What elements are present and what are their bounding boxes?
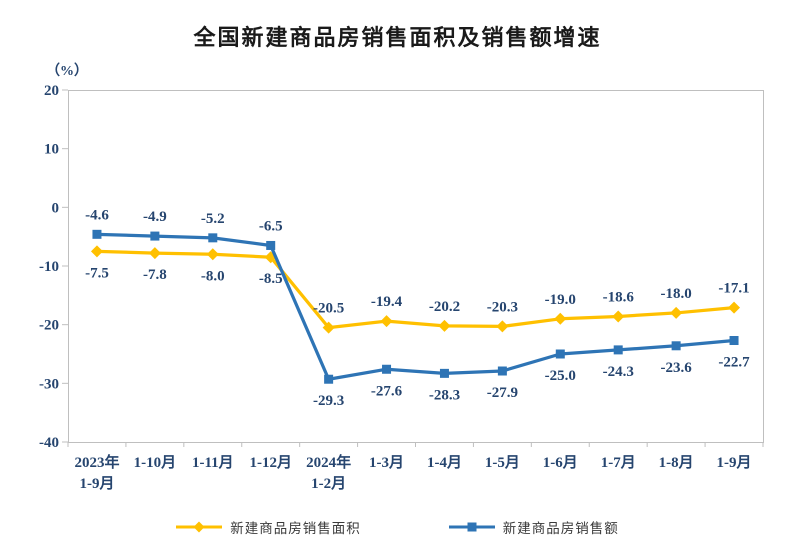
data-point-label: -8.0 <box>201 268 225 284</box>
data-point-label: -18.0 <box>661 286 692 302</box>
series-line-0 <box>95 249 736 330</box>
diamond-marker <box>148 247 161 260</box>
data-point-label: -20.3 <box>487 299 518 315</box>
square-marker <box>150 231 160 241</box>
blue-line-square-marker-icon <box>448 522 495 532</box>
data-point-label: -19.4 <box>371 294 403 310</box>
data-point-label: -7.8 <box>143 267 167 283</box>
diamond-marker <box>496 320 509 333</box>
square-marker <box>266 240 276 250</box>
data-point-label: -4.9 <box>143 209 167 225</box>
square-marker <box>613 345 623 355</box>
plot-border <box>68 90 764 443</box>
x-axis-category-label: 1-5月 <box>485 454 520 471</box>
y-axis-tick-label: 0 <box>52 200 60 216</box>
y-axis-tick-label: 20 <box>44 83 59 99</box>
diamond-marker <box>670 306 683 319</box>
chart-title: 全国新建商品房销售面积及销售额增速 <box>193 25 602 50</box>
data-point-label: -27.9 <box>487 385 518 401</box>
square-marker <box>382 364 392 374</box>
square-marker <box>92 229 102 239</box>
x-axis-category-label: 2023年 1-9月 <box>74 453 119 492</box>
square-marker <box>208 233 218 243</box>
x-axis-category-label: 1-10月 <box>134 454 177 471</box>
data-point-label: -19.0 <box>545 292 576 308</box>
data-point-label: -22.7 <box>718 355 750 371</box>
legend-item-sales-area: 新建商品房销售面积 <box>176 517 361 537</box>
square-marker <box>729 336 739 346</box>
data-point-label: -24.3 <box>603 364 634 380</box>
y-axis-tick-label: -20 <box>39 318 59 334</box>
data-point-label: -4.6 <box>85 207 109 223</box>
data-point-label: -8.5 <box>259 271 283 287</box>
x-axis-category-label: 1-6月 <box>543 454 578 471</box>
y-axis-tick-label: -40 <box>39 435 59 451</box>
y-axis-unit-label: （%） <box>46 64 88 79</box>
y-axis-tick-label: -10 <box>39 259 59 275</box>
diamond-marker <box>728 301 741 314</box>
y-axis-tick-label: -30 <box>39 376 59 392</box>
x-axis-category-label: 2024年 1-2月 <box>306 453 351 492</box>
data-point-label: -17.1 <box>718 281 749 297</box>
data-point-label: -25.0 <box>545 368 576 384</box>
legend-label-sales-amount: 新建商品房销售额 <box>502 521 619 536</box>
line-chart-plot-area: 20 10 0 -10 -20 -30 -40 2023年 1-9月 1-10月 1-11月 1-12… <box>39 83 764 492</box>
diamond-marker <box>438 319 451 332</box>
data-point-label: -23.6 <box>661 360 693 376</box>
data-point-label: -18.6 <box>603 289 635 305</box>
data-point-label: -7.5 <box>85 265 109 281</box>
x-axis-category-label: 1-11月 <box>192 454 234 471</box>
diamond-marker <box>264 251 277 264</box>
data-point-label: -27.6 <box>371 383 403 399</box>
diamond-marker <box>206 248 219 261</box>
x-axis-category-label: 1-8月 <box>659 454 694 471</box>
data-point-label: -28.3 <box>429 387 460 403</box>
data-point-label: -5.2 <box>201 211 225 227</box>
series-line-1 <box>95 232 736 381</box>
data-point-label: -6.5 <box>259 218 283 234</box>
x-axis-category-label: 1-7月 <box>601 454 636 471</box>
data-point-label: -29.3 <box>313 393 344 409</box>
square-marker <box>555 349 565 359</box>
diamond-marker <box>554 312 567 325</box>
data-point-label: -20.5 <box>313 301 344 317</box>
x-axis-category-label: 1-3月 <box>369 454 404 471</box>
x-axis-category-label: 1-9月 <box>717 454 752 471</box>
diamond-marker <box>322 321 335 334</box>
square-marker <box>671 341 681 351</box>
x-axis-category-label: 1-12月 <box>249 454 292 471</box>
data-point-label: -20.2 <box>429 299 460 315</box>
legend-label-sales-area: 新建商品房销售面积 <box>230 521 361 536</box>
legend-item-sales-amount: 新建商品房销售额 <box>448 517 619 537</box>
yellow-line-diamond-marker-icon <box>176 521 223 533</box>
y-axis-tick-label: 10 <box>44 142 59 158</box>
diamond-marker <box>612 310 625 323</box>
diamond-marker <box>380 315 393 328</box>
x-axis-category-label: 1-4月 <box>427 454 462 471</box>
square-marker <box>497 366 507 376</box>
square-marker <box>439 368 449 378</box>
square-marker <box>324 374 334 384</box>
diamond-marker <box>90 245 103 258</box>
chart-legend: 新建商品房销售面积 新建商品房销售额 <box>0 517 795 537</box>
